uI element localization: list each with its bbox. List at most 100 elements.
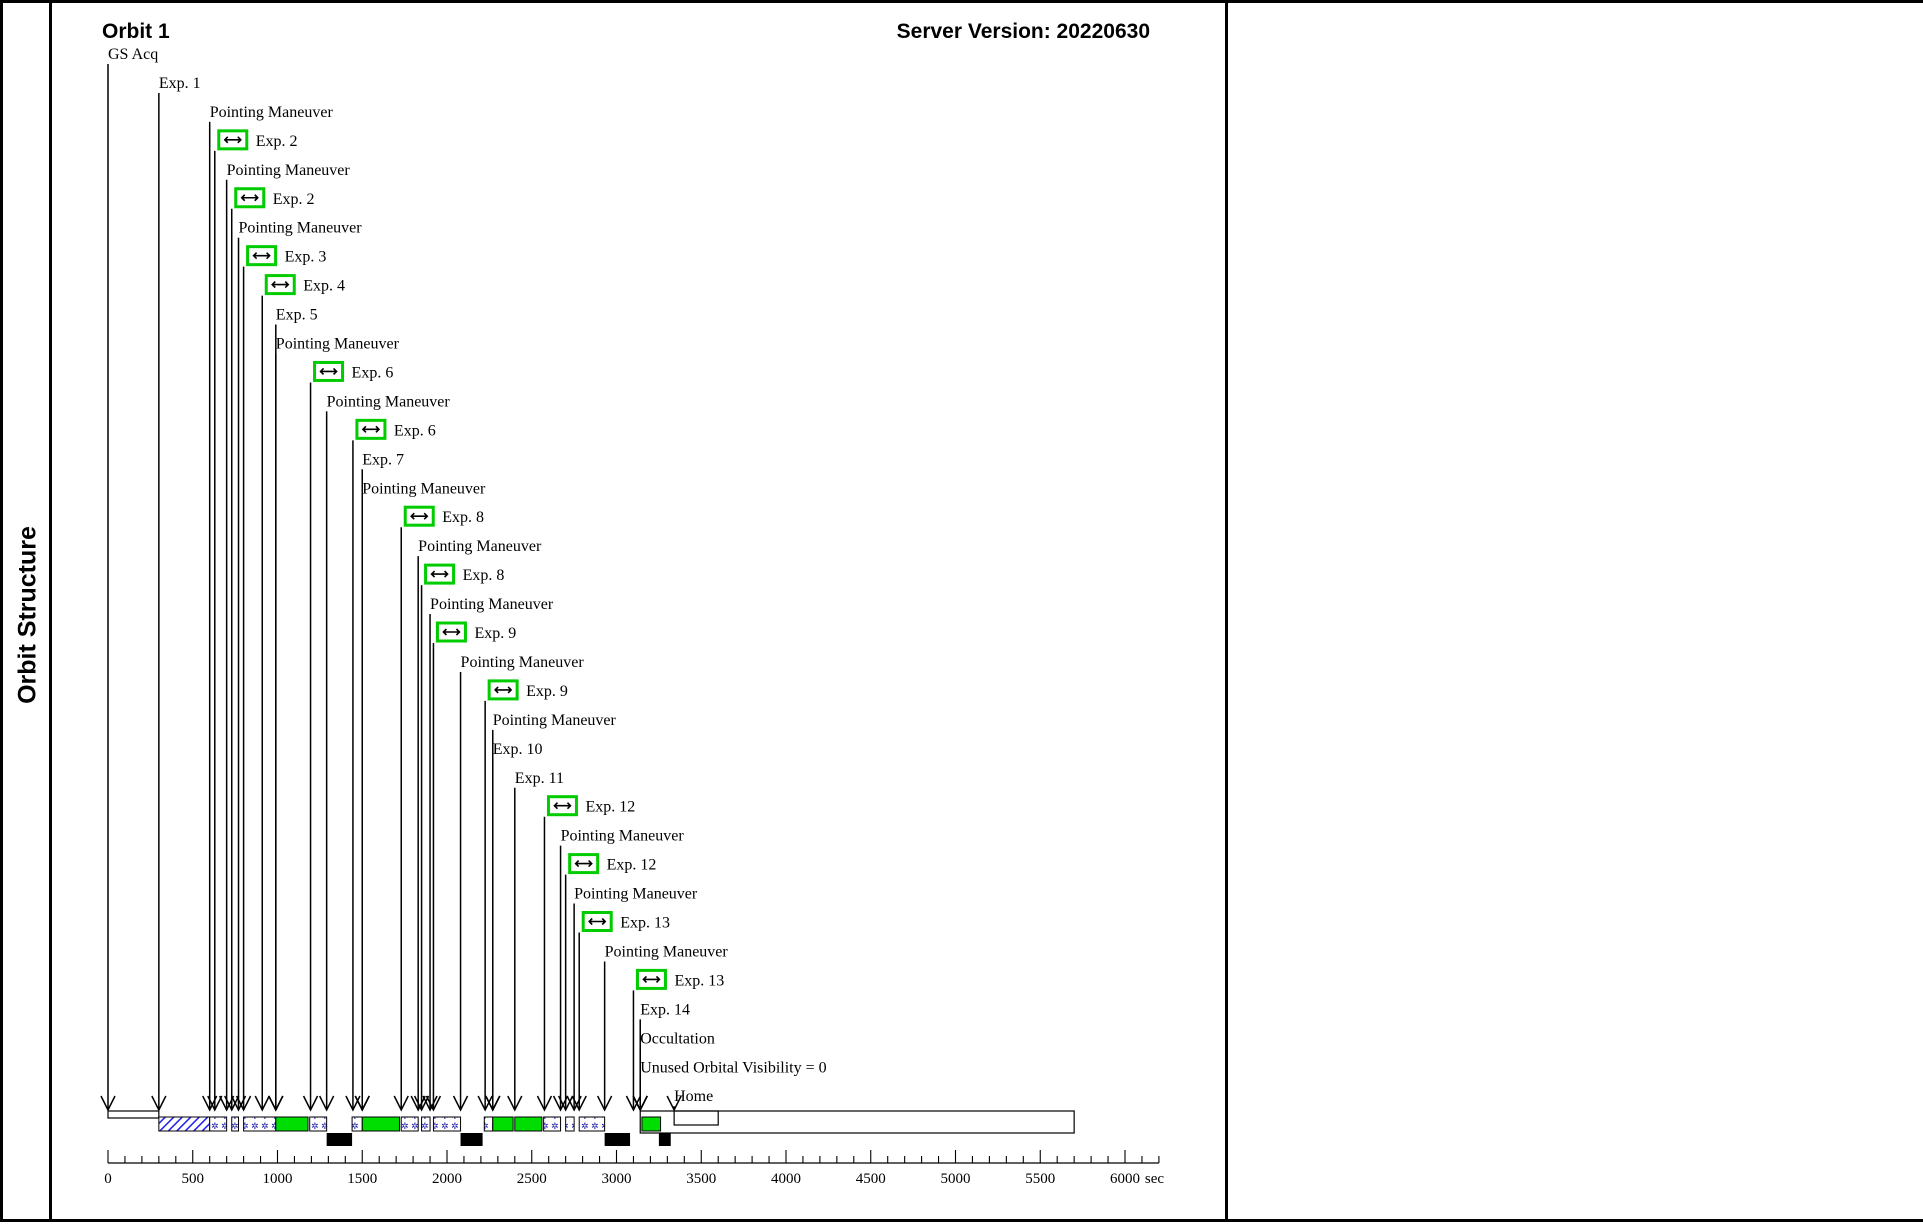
maneuver-bar (351, 1116, 363, 1132)
event-marker: Exp. 1 (151, 75, 201, 1112)
event-label: Exp. 13 (620, 915, 670, 932)
occultation-bar (460, 1133, 483, 1146)
event-label: Exp. 7 (362, 451, 404, 468)
side-panel: Orbit Structure (0, 0, 49, 1222)
event-marker: Exp. 2 (224, 187, 315, 1112)
axis-tick-label: 4000 (771, 1171, 801, 1187)
event-label: Exp. 1 (159, 75, 201, 92)
occultation-bar (658, 1133, 671, 1146)
main-panel (49, 0, 1228, 1222)
event-label: Pointing Maneuver (210, 104, 334, 121)
axis-tick-label: 1000 (263, 1171, 293, 1187)
right-panel (1228, 0, 1923, 1222)
event-marker: Pointing Maneuver (410, 538, 542, 1112)
arrow-down-icon (477, 1095, 493, 1112)
arrow-down-icon (354, 1095, 370, 1112)
arrow-down-icon (254, 1095, 270, 1112)
event-label: Exp. 6 (352, 364, 394, 381)
event-label: Pointing Maneuver (276, 336, 400, 353)
maneuver-bar (432, 1116, 462, 1132)
maneuver-bar (543, 1116, 562, 1132)
double-arrow-icon (553, 802, 572, 810)
event-label: Exp. 8 (442, 509, 484, 526)
arrow-down-icon (100, 1095, 116, 1112)
event-marker: Pointing Maneuver (318, 393, 451, 1112)
arrow-down-icon (413, 1095, 430, 1112)
event-label: Exp. 12 (585, 799, 635, 816)
arrow-down-icon (268, 1095, 284, 1112)
event-label: Pointing Maneuver (418, 538, 542, 555)
maneuver-bar (421, 1116, 431, 1132)
event-marker: Pointing Maneuver (202, 104, 334, 1112)
axis-unit-label: sec (1145, 1171, 1164, 1187)
arrow-down-icon (207, 1095, 223, 1112)
event-marker: GS Acq (100, 46, 158, 1112)
event-marker: Home (666, 1088, 713, 1112)
exposure-bar (641, 1116, 662, 1132)
axis-tick-label: 4500 (856, 1171, 886, 1187)
axis-tick-label: 2500 (517, 1171, 547, 1187)
arrow-down-icon (318, 1095, 335, 1112)
event-label: Pointing Maneuver (362, 480, 486, 497)
event-label: Exp. 11 (515, 770, 564, 787)
axis-tick-label: 6000 (1110, 1171, 1140, 1187)
axis-tick-label: 5000 (941, 1171, 971, 1187)
arrow-down-icon (632, 1095, 648, 1112)
event-label: Exp. 9 (526, 683, 568, 700)
event-label: Occultation (640, 1030, 715, 1047)
event-marker: Pointing Maneuver (230, 220, 362, 1112)
occultation-bar (604, 1133, 631, 1146)
event-marker: Exp. 8 (393, 505, 484, 1112)
event-marker: Exp. 6 (302, 360, 394, 1112)
axis-tick-label: 500 (182, 1171, 205, 1187)
double-arrow-icon (574, 860, 593, 868)
event-label: Pointing Maneuver (227, 162, 351, 179)
maneuver-bar (578, 1116, 606, 1132)
event-label: Unused Orbital Visibility = 0 (640, 1059, 826, 1076)
double-arrow-icon (240, 194, 259, 202)
event-marker: Pointing Maneuver (596, 943, 728, 1112)
event-marker: Unused Orbital Visibility = 0 (632, 1059, 827, 1112)
event-label: Pointing Maneuver (327, 393, 451, 410)
double-arrow-icon (319, 367, 338, 376)
event-marker: Exp. 12 (536, 795, 635, 1112)
server-version: Server Version: 20220630 (896, 20, 1150, 43)
event-marker: Exp. 9 (477, 679, 568, 1112)
arrow-down-icon (666, 1095, 682, 1112)
maneuver-bar (483, 1116, 494, 1132)
event-label: Exp. 3 (285, 249, 327, 266)
arrow-down-icon (507, 1095, 523, 1112)
axis-tick-label: 3000 (602, 1171, 632, 1187)
event-label: GS Acq (108, 46, 158, 63)
double-arrow-icon (642, 975, 661, 983)
event-label: Exp. 8 (463, 567, 505, 584)
axis-tick-label: 5500 (1025, 1171, 1055, 1187)
event-marker: Pointing Maneuver (354, 480, 486, 1112)
arrow-down-icon (571, 1095, 587, 1112)
exposure-bar (492, 1116, 514, 1132)
arrow-down-icon (151, 1095, 167, 1112)
event-marker: Exp. 10 (485, 741, 543, 1112)
exposure-bar (514, 1116, 543, 1132)
event-label: Exp. 6 (394, 422, 436, 439)
event-label: Exp. 5 (276, 307, 318, 324)
event-marker: Pointing Maneuver (422, 596, 554, 1112)
event-marker: Exp. 13 (571, 911, 670, 1112)
event-label: Exp. 2 (273, 191, 315, 208)
arrow-down-icon (235, 1095, 252, 1112)
double-arrow-icon (494, 686, 513, 694)
double-arrow-icon (410, 512, 429, 520)
event-marker: Exp. 12 (557, 853, 656, 1112)
event-marker: Exp. 9 (425, 621, 516, 1112)
occultation-bar (326, 1133, 353, 1146)
event-label: Exp. 4 (303, 278, 345, 295)
double-arrow-icon (271, 281, 290, 289)
axis-tick-label: 1500 (347, 1171, 377, 1187)
axis-tick-label: 0 (104, 1171, 112, 1187)
arrow-down-icon (557, 1095, 574, 1112)
event-marker: Exp. 6 (345, 418, 436, 1112)
event-label: Exp. 10 (493, 741, 543, 758)
maneuver-bar (231, 1116, 240, 1132)
